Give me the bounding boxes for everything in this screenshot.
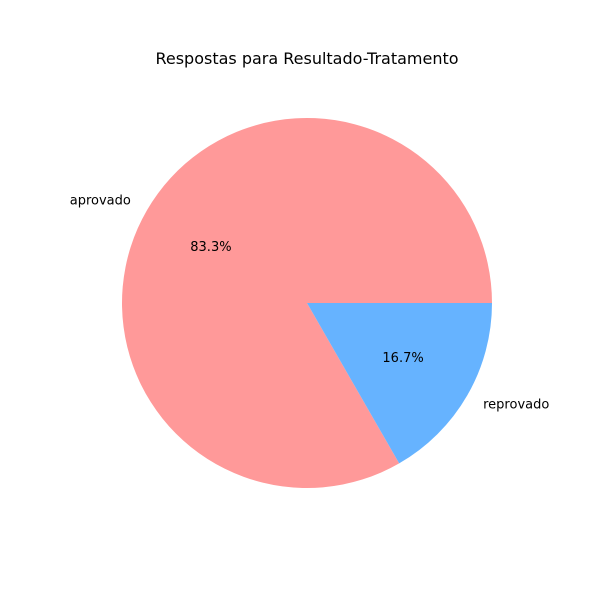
slice-percent-reprovado: 16.7%: [382, 351, 423, 366]
pie-slice-reprovado: [307, 303, 492, 464]
slice-label-reprovado: reprovado: [483, 397, 549, 412]
chart-title: Respostas para Resultado-Tratamento: [155, 49, 458, 68]
slice-percent-aprovado: 83.3%: [190, 240, 231, 255]
slice-label-aprovado: aprovado: [70, 194, 131, 209]
pie-slice-aprovado: [122, 117, 492, 488]
pie-labels: aprovado 83.3% reprovado 16.7%: [70, 194, 550, 413]
pie-slices: [122, 117, 492, 488]
